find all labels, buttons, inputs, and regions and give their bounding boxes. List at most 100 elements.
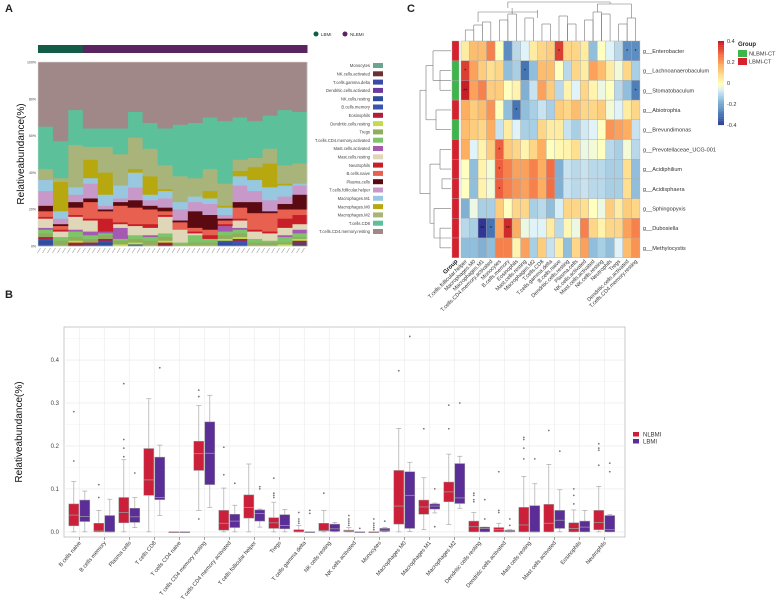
colorbar-step <box>718 70 724 73</box>
significance-mark: * <box>626 49 628 55</box>
row-label: g__Lachnoanaerobaculum <box>643 69 710 75</box>
legend-label: Macrophages.M2 <box>338 213 371 218</box>
heatmap-cell <box>563 60 572 81</box>
area-segment-macrophages-m2 <box>82 146 99 160</box>
group-bar-segment <box>52 45 69 53</box>
colorbar-step <box>718 118 724 121</box>
area-segment-neutrophils <box>292 214 308 225</box>
outlier-point <box>572 488 575 490</box>
area-segment-t-cells-cd4-memory-resting <box>202 62 218 118</box>
area-segment-t-cells-follicular-helper <box>157 198 173 208</box>
area-segment-b-cells-naive <box>157 211 173 216</box>
y-axis-label: Relativeabundance(%) <box>14 381 25 482</box>
area-segment-t-cells-cd4-memory-resting <box>97 62 114 129</box>
colorbar-step <box>718 57 724 60</box>
heatmap-cell <box>460 40 470 61</box>
area-segment-b-cells-naive <box>202 229 218 236</box>
group-legend-label: LBMI <box>321 32 332 37</box>
outlier-point <box>197 395 200 398</box>
area-segment-macrophages-m0 <box>157 188 173 192</box>
outlier-point <box>97 496 100 499</box>
heatmap-cell <box>588 99 598 120</box>
heatmap-cell <box>477 198 487 219</box>
area-segment-macrophages-m1 <box>38 179 54 192</box>
heatmap-cell <box>597 60 607 81</box>
area-segment-nk-cells-activated <box>292 244 308 247</box>
row-group-annotation <box>451 139 460 160</box>
area-segment-eosinophils <box>82 242 99 245</box>
x-tick-label <box>77 247 81 254</box>
y-tick-label: 100% <box>27 61 36 65</box>
legend-label: Dendritic.cells.activated <box>326 88 371 93</box>
area-segment-t-cells-follicular-helper <box>217 214 233 219</box>
colorbar-step <box>718 83 724 86</box>
heatmap-cell <box>546 237 555 258</box>
area-segment-macrophages-m0 <box>97 172 114 195</box>
area-segment-t-cells-cd4-memory-activated <box>202 238 218 243</box>
heatmap-cell <box>554 119 564 140</box>
area-segment-macrophages-m0 <box>142 176 158 195</box>
heatmap-cell <box>631 237 641 258</box>
colorbar-step <box>718 93 724 96</box>
x-tick-label: T cells CD4 memory resting <box>159 540 208 597</box>
heatmap-cell <box>631 158 641 180</box>
outlier-point <box>608 462 611 465</box>
area-segment-macrophages-m1 <box>232 176 248 186</box>
legend-swatch <box>373 204 383 210</box>
outlier-point <box>122 382 125 385</box>
area-segment-tregs <box>82 238 99 243</box>
plot-frame <box>63 326 626 538</box>
box-lbmi <box>329 523 341 532</box>
heatmap-cell <box>597 99 607 120</box>
heatmap-cell <box>528 158 538 180</box>
outlier-point <box>72 410 75 413</box>
heatmap-cell <box>528 80 538 101</box>
heatmap-cell <box>477 237 487 258</box>
area-segment-macrophages-m2 <box>262 148 278 164</box>
colorbar-step <box>718 55 724 58</box>
area-segment-tregs <box>232 233 248 238</box>
outlier-point <box>272 496 275 499</box>
heatmap-cell <box>580 237 590 258</box>
outlier-point <box>258 488 261 490</box>
outlier-point <box>347 518 350 520</box>
heatmap-cell <box>571 99 581 120</box>
x-tick-label <box>256 247 260 254</box>
area-segment-macrophages-m2 <box>142 148 158 177</box>
heatmap-cell <box>597 80 607 101</box>
area-segment-eosinophils <box>292 240 308 243</box>
group-bar-segment <box>187 45 203 53</box>
x-tick-label: T cells CD8 <box>135 540 158 566</box>
x-tick-label <box>126 247 131 254</box>
outlier-point <box>547 429 550 432</box>
outlier-point <box>608 470 611 473</box>
heatmap-cell <box>537 178 547 199</box>
area-segment-t-cells-cd4-memory-resting <box>67 62 84 111</box>
y-axis-label: Relativeabundance(%) <box>16 103 27 204</box>
outlier-point <box>472 498 475 501</box>
colorbar-step <box>718 116 724 119</box>
area-segment-mast-cells-activated <box>97 231 114 234</box>
x-tick-label <box>106 247 111 254</box>
heatmap-cell <box>494 40 504 61</box>
x-tick-label <box>171 247 176 254</box>
heatmap-cell <box>546 178 555 199</box>
heatmap-cell <box>563 158 572 180</box>
area-segment-tregs <box>142 240 158 247</box>
heatmap-cell <box>477 99 487 120</box>
row-group-annotation <box>451 80 460 101</box>
heatmap-cell <box>511 119 521 140</box>
area-segment-mast-cells-activated <box>82 231 99 236</box>
area-segment-mast-cells-resting <box>142 227 158 236</box>
heatmap-cell <box>477 119 487 140</box>
area-segment-dendritic-cells-resting <box>127 242 144 245</box>
heatmap-cell <box>528 40 538 61</box>
significance-mark: ** <box>463 88 467 94</box>
colorbar-step <box>718 72 724 75</box>
heatmap-cell <box>520 178 530 199</box>
heatmap-cell <box>528 198 538 219</box>
area-segment-t-cells-cd8 <box>277 109 293 166</box>
area-segment-eosinophils <box>157 242 173 245</box>
area-segment-plasma-cells <box>142 205 158 210</box>
heatmap-cell <box>605 40 615 61</box>
